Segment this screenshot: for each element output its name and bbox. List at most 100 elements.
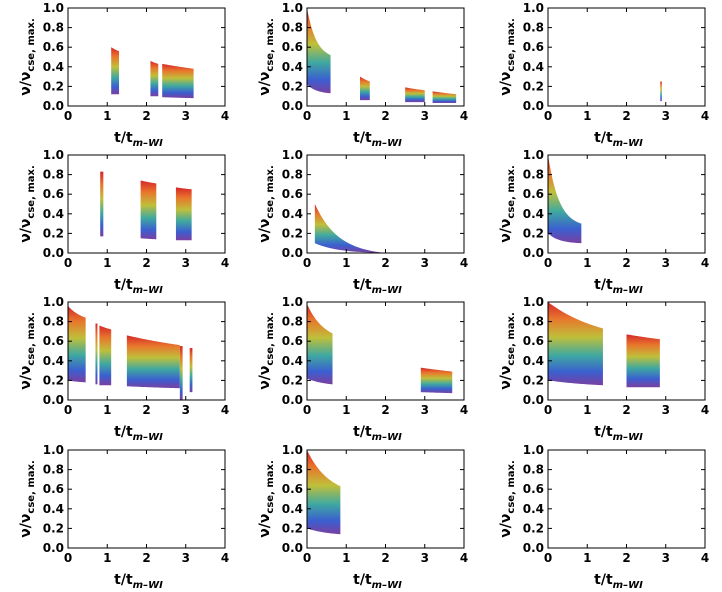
panel-6-xtick-label: 4 <box>701 256 709 270</box>
panel-5-xtick-label: 4 <box>460 256 468 270</box>
panel-4-xtick-label: 4 <box>221 256 229 270</box>
panel-12-ytick-label: 1.0 <box>523 443 544 457</box>
panel-9-xtick-label: 4 <box>701 403 709 417</box>
panel-4-xlabel: t/tm–WI <box>114 277 163 296</box>
panel-2-ytick-label: 0.6 <box>282 40 303 54</box>
panel-9-band-1 <box>548 302 603 386</box>
panel-4-band-2 <box>140 180 157 240</box>
panel-6-xtick-label: 3 <box>662 256 670 270</box>
panel-4-ylabel: ν/νcse, max. <box>18 165 37 243</box>
panel-7-ytick-label: 0.8 <box>43 315 64 329</box>
panel-7-xtick-label: 1 <box>103 403 111 417</box>
panel-11: 0 1 2 3 4 0.0 0.2 0.4 0.6 0.8 1.0 t/tm–WI ν/νcse, ma… <box>257 443 468 591</box>
panel-7-xtick-label: 2 <box>142 403 150 417</box>
panel-9-ytick-label: 1.0 <box>523 295 544 309</box>
panel-10-xlabel: t/tm–WI <box>114 572 163 591</box>
panel-8-ytick-label: 0.2 <box>282 373 303 387</box>
panel-3-ytick-label: 0.2 <box>523 79 544 93</box>
panel-10-ylabel: ν/νcse, max. <box>18 460 37 538</box>
panel-10: 0 1 2 3 4 0.0 0.2 0.4 0.6 0.8 1.0 t/tm–WI ν/νcse, ma… <box>18 443 229 591</box>
panel-4: 0 1 2 3 4 0.0 0.2 0.4 0.6 0.8 1.0 t/tm–WI ν/νcse, ma… <box>18 148 229 296</box>
panel-4-ytick-label: 0.6 <box>43 187 64 201</box>
panel-10-xtick-label: 1 <box>103 551 111 565</box>
panel-9-xtick-label: 1 <box>583 403 591 417</box>
panel-9: 0 1 2 3 4 0.0 0.2 0.4 0.6 0.8 1.0 t/tm–WI ν/νcse, ma… <box>498 295 709 443</box>
panel-3-xtick-label: 1 <box>583 109 591 123</box>
panel-11-ytick-label: 0.0 <box>282 541 303 555</box>
panel-8-ytick-label: 0.6 <box>282 334 303 348</box>
panel-9-band-2 <box>626 334 660 388</box>
panel-3-ytick-label: 0.8 <box>523 21 544 35</box>
panel-7-ytick-label: 0.0 <box>43 393 64 407</box>
panel-4-ytick-label: 0.8 <box>43 168 64 182</box>
panel-2-ytick-label: 0.4 <box>282 60 303 74</box>
panel-1-ytick-label: 0.4 <box>43 60 64 74</box>
panel-6-xtick-label: 1 <box>583 256 591 270</box>
panel-5-xtick-label: 0 <box>303 256 311 270</box>
panel-1-band-1 <box>111 47 120 95</box>
panel-5-xlabel: t/tm–WI <box>353 277 402 296</box>
panel-1-band-3 <box>162 63 194 99</box>
panel-6-ylabel: ν/νcse, max. <box>498 165 517 243</box>
panel-9-xtick-label: 3 <box>662 403 670 417</box>
panel-12-ylabel: ν/νcse, max. <box>498 460 517 538</box>
panel-6-xlabel: t/tm–WI <box>594 277 643 296</box>
panel-3: 0 1 2 3 4 0.0 0.2 0.4 0.6 0.8 1.0 t/tm–WI ν/νcse, ma… <box>498 1 709 149</box>
panel-8-xtick-label: 0 <box>303 403 311 417</box>
panel-12-xtick-label: 2 <box>622 551 630 565</box>
panel-12-xtick-label: 4 <box>701 551 709 565</box>
panel-4-ytick-label: 0.4 <box>43 207 64 221</box>
panel-2-xtick-label: 0 <box>303 109 311 123</box>
panel-4-band-3 <box>175 187 192 241</box>
panel-2-band-2 <box>359 76 370 101</box>
panel-7-ytick-label: 0.4 <box>43 354 64 368</box>
panel-5-ytick-label: 0.0 <box>282 246 303 260</box>
panel-8-xtick-label: 2 <box>381 403 389 417</box>
panel-4-xtick-label: 1 <box>103 256 111 270</box>
panel-5-ytick-label: 0.4 <box>282 207 303 221</box>
panel-8-band-2 <box>420 367 453 394</box>
panel-1-ytick-label: 0.0 <box>43 99 64 113</box>
panel-11-xtick-label: 0 <box>303 551 311 565</box>
panel-6-xtick-label: 2 <box>622 256 630 270</box>
panel-1: 0 1 2 3 4 0.0 0.2 0.4 0.6 0.8 1.0 t/tm–WI ν/νcse, ma… <box>18 1 229 149</box>
panel-3-xtick-label: 3 <box>662 109 670 123</box>
panel-1-xtick-label: 3 <box>182 109 190 123</box>
panel-11-ytick-label: 0.4 <box>282 502 303 516</box>
panel-11-ylabel: ν/νcse, max. <box>257 460 276 538</box>
panel-1-frame <box>67 7 226 107</box>
panel-11-xtick-label: 4 <box>460 551 468 565</box>
panel-11-xtick-label: 3 <box>421 551 429 565</box>
panel-10-ytick-label: 0.4 <box>43 502 64 516</box>
panel-11-ytick-label: 0.6 <box>282 482 303 496</box>
panel-10-ytick-label: 0.8 <box>43 463 64 477</box>
panel-8-xtick-label: 3 <box>421 403 429 417</box>
panel-2-xtick-label: 2 <box>381 109 389 123</box>
panel-8: 0 1 2 3 4 0.0 0.2 0.4 0.6 0.8 1.0 t/tm–WI ν/νcse, ma… <box>257 295 468 443</box>
panel-2-band-4 <box>432 91 457 104</box>
panel-6-ytick-label: 0.8 <box>523 168 544 182</box>
panel-8-xlabel: t/tm–WI <box>353 424 402 443</box>
panel-5-xtick-label: 3 <box>421 256 429 270</box>
panel-12-xtick-label: 3 <box>662 551 670 565</box>
panel-8-xtick-label: 4 <box>460 403 468 417</box>
panel-6: 0 1 2 3 4 0.0 0.2 0.4 0.6 0.8 1.0 t/tm–WI ν/νcse, ma… <box>498 148 709 296</box>
panel-7: 0 1 2 3 4 0.0 0.2 0.4 0.6 0.8 1.0 t/tm–WI ν/νcse, ma… <box>18 295 229 443</box>
panel-12-ytick-label: 0.0 <box>523 541 544 555</box>
panel-10-ytick-label: 0.0 <box>43 541 64 555</box>
panel-10-ytick-label: 0.2 <box>43 521 64 535</box>
panel-2-ytick-label: 0.2 <box>282 79 303 93</box>
panel-12-ytick-label: 0.4 <box>523 502 544 516</box>
panel-3-ytick-label: 0.4 <box>523 60 544 74</box>
panel-3-ytick-label: 0.0 <box>523 99 544 113</box>
panel-5-ytick-label: 0.2 <box>282 226 303 240</box>
panel-4-xtick-label: 0 <box>64 256 72 270</box>
panel-9-ytick-label: 0.6 <box>523 334 544 348</box>
panel-7-xtick-label: 0 <box>64 403 72 417</box>
panel-3-band-1 <box>660 81 662 102</box>
panel-7-band-2 <box>95 323 98 385</box>
panel-5-band-1 <box>314 204 386 253</box>
panel-2-ytick-label: 0.0 <box>282 99 303 113</box>
panel-11-band-1 <box>307 450 341 535</box>
panel-3-xtick-label: 4 <box>701 109 709 123</box>
